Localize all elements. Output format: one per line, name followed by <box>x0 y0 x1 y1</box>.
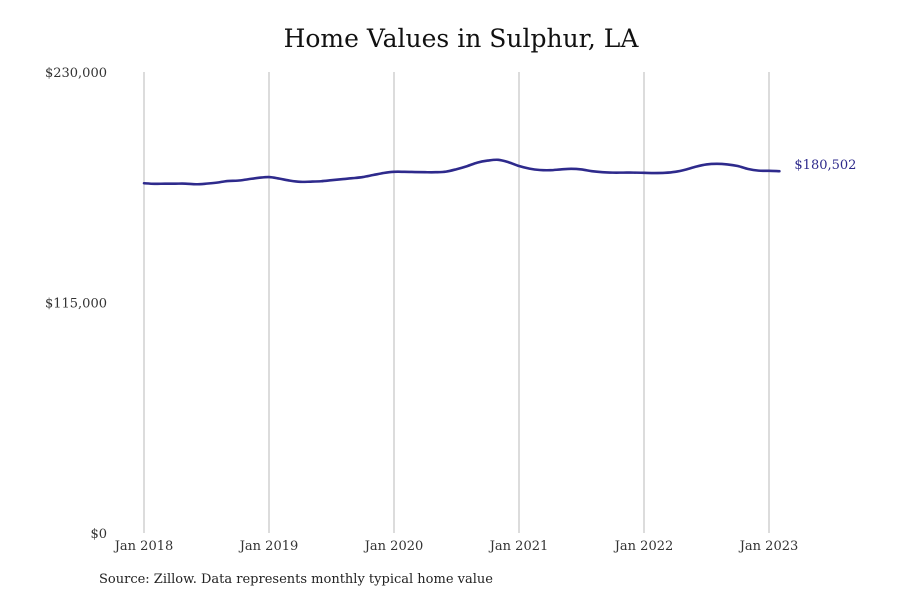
x-tick-label: Jan 2022 <box>613 539 674 554</box>
end-value-label: $180,502 <box>794 158 856 173</box>
y-axis-ticks: $230,000 $115,000 $0 <box>45 66 107 542</box>
chart-title: Home Values in Sulphur, LA <box>283 24 639 53</box>
y-tick-label: $230,000 <box>45 66 107 81</box>
x-tick-label: Jan 2023 <box>738 539 799 554</box>
y-tick-label: $0 <box>90 527 107 542</box>
x-tick-label: Jan 2019 <box>238 539 299 554</box>
source-note: Source: Zillow. Data represents monthly … <box>99 572 493 587</box>
gridlines <box>143 72 770 533</box>
y-tick-label: $115,000 <box>45 297 107 312</box>
x-tick-label: Jan 2021 <box>488 539 549 554</box>
x-tick-label: Jan 2018 <box>113 539 174 554</box>
series-line <box>142 158 781 186</box>
x-tick-label: Jan 2020 <box>363 539 424 554</box>
x-axis-ticks: Jan 2018 Jan 2019 Jan 2020 Jan 2021 Jan 2022… <box>113 539 799 554</box>
